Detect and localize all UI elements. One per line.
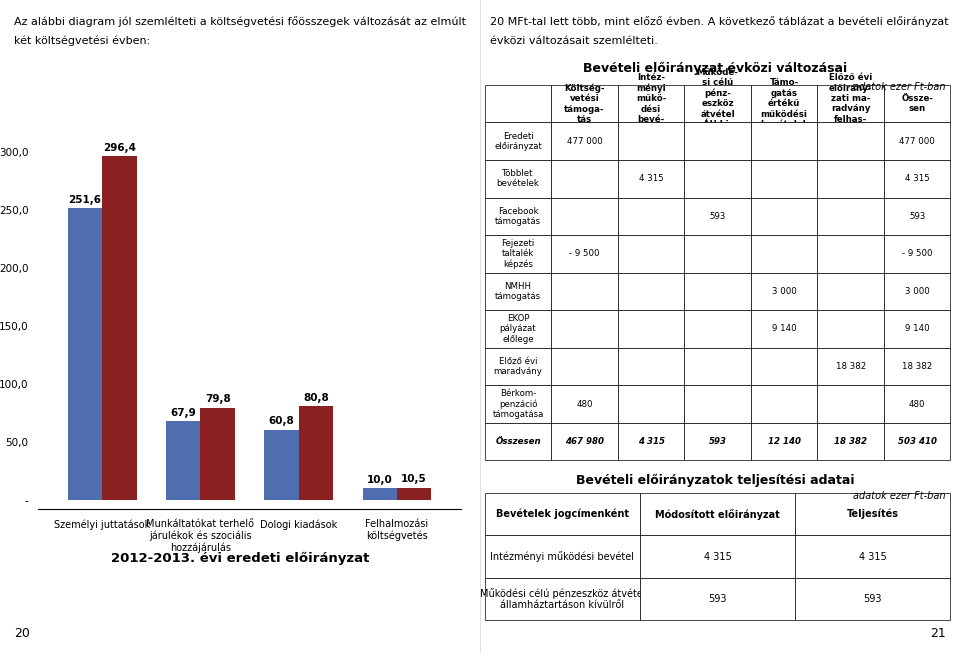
Text: adatok ezer Ft-ban: adatok ezer Ft-ban (853, 82, 946, 91)
Legend: 2012.  (MFt), 2013.  (MFt): 2012. (MFt), 2013. (MFt) (69, 650, 261, 653)
Text: Bevételi előirányzat évközi változásai: Bevételi előirányzat évközi változásai (583, 62, 848, 75)
Text: 10,0: 10,0 (367, 475, 393, 485)
Bar (103, 157, 136, 500)
Text: 251,6: 251,6 (68, 195, 102, 205)
Text: Bevételi előirányzatok teljesítési adatai: Bevételi előirányzatok teljesítési adata… (576, 473, 854, 486)
Text: két költségvetési évben:: két költségvetési évben: (14, 36, 151, 46)
Text: 10,5: 10,5 (401, 475, 427, 485)
Text: 296,4: 296,4 (103, 143, 136, 153)
Text: 80,8: 80,8 (303, 393, 328, 403)
Bar (201, 407, 235, 500)
Bar (363, 488, 396, 500)
Text: 21: 21 (930, 627, 946, 640)
Text: 60,8: 60,8 (269, 416, 295, 426)
Text: 2012-2013. évi eredeti előirányzat: 2012-2013. évi eredeti előirányzat (110, 552, 370, 565)
Bar (264, 430, 299, 500)
Text: 20 MFt-tal lett több, mint előző évben. A következő táblázat a bevételi előirány: 20 MFt-tal lett több, mint előző évben. … (490, 16, 948, 27)
Bar (299, 406, 333, 500)
Bar (396, 488, 431, 500)
Text: 79,8: 79,8 (204, 394, 230, 404)
Text: 20: 20 (14, 627, 31, 640)
Text: 67,9: 67,9 (171, 408, 196, 418)
Text: adatok ezer Ft-ban: adatok ezer Ft-ban (853, 491, 946, 501)
Text: évközi változásait szemlélteti.: évközi változásait szemlélteti. (490, 36, 658, 46)
Bar (68, 208, 103, 500)
Bar (166, 421, 201, 500)
Text: Az alábbi diagram jól szemlélteti a költségvetési főösszegek változását az elmúl: Az alábbi diagram jól szemlélteti a költ… (14, 16, 467, 27)
